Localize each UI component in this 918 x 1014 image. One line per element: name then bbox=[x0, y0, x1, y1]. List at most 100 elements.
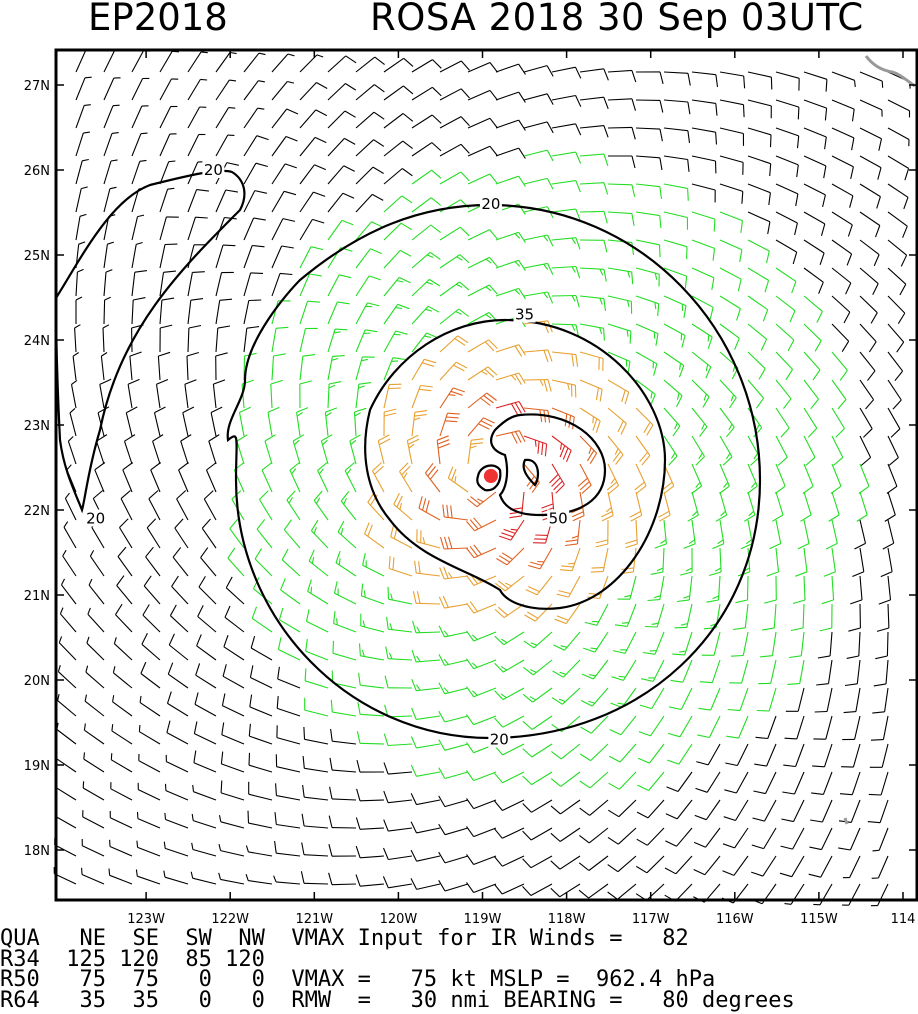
wind-barb bbox=[178, 462, 189, 493]
wind-barb bbox=[64, 492, 77, 521]
wind-barb bbox=[215, 325, 231, 353]
wind-barb bbox=[103, 269, 113, 297]
wind-barb bbox=[305, 638, 329, 661]
wind-barb bbox=[187, 324, 202, 353]
wind-barb bbox=[225, 576, 245, 605]
wind-barb bbox=[355, 817, 385, 830]
wind-barb bbox=[816, 659, 833, 686]
wind-barb bbox=[607, 295, 633, 314]
wind-barb bbox=[725, 743, 749, 767]
wind-barb bbox=[523, 349, 553, 363]
wind-barb bbox=[747, 99, 772, 119]
info-row-quadrants: QUA NE SE SW NW VMAX Input for IR Winds … bbox=[0, 926, 689, 951]
wind-barb bbox=[327, 274, 352, 297]
wind-barb bbox=[577, 463, 592, 494]
wind-barb bbox=[75, 268, 84, 297]
wind-barb bbox=[357, 702, 385, 717]
wind-barb bbox=[215, 134, 235, 157]
wind-barb bbox=[187, 298, 204, 325]
wind-barb bbox=[438, 880, 469, 892]
isotach-50-inner bbox=[522, 458, 540, 487]
x-tick-label: 119W bbox=[464, 912, 502, 927]
wind-barb bbox=[74, 324, 81, 353]
wind-barb bbox=[523, 234, 554, 247]
wind-barb bbox=[858, 463, 870, 494]
wind-barb bbox=[439, 226, 470, 241]
wind-barb bbox=[691, 127, 718, 145]
wind-barb bbox=[271, 218, 296, 241]
wind-barb bbox=[135, 869, 161, 885]
wind-barb bbox=[75, 186, 88, 213]
wind-barb bbox=[608, 799, 637, 818]
wind-barb bbox=[612, 631, 637, 654]
wind-barb bbox=[75, 158, 89, 185]
wind-barb bbox=[830, 463, 842, 494]
wind-barb bbox=[747, 407, 763, 438]
y-tick-label: 26N bbox=[24, 164, 50, 179]
wind-barb bbox=[607, 883, 637, 900]
contour-labels-layer: 20 20 20 20 35 50 bbox=[84, 161, 570, 749]
wind-barb bbox=[383, 168, 413, 185]
wind-barb bbox=[372, 462, 385, 493]
wind-barb bbox=[103, 132, 119, 157]
wind-barb bbox=[411, 278, 441, 297]
wind-barb bbox=[53, 866, 77, 885]
wind-barb bbox=[275, 783, 301, 801]
wind-barb bbox=[159, 50, 179, 73]
wind-barb bbox=[333, 581, 357, 605]
wind-barb bbox=[176, 490, 189, 521]
wind-barb bbox=[775, 211, 798, 236]
wind-barb bbox=[747, 295, 769, 322]
wind-barb bbox=[887, 127, 910, 147]
wind-barb bbox=[706, 575, 721, 603]
wind-barb bbox=[762, 603, 777, 631]
wind-barb bbox=[412, 591, 441, 605]
wind-barb bbox=[667, 743, 693, 765]
wind-barb bbox=[58, 636, 77, 661]
wind-barb bbox=[747, 71, 773, 90]
wind-barb bbox=[712, 519, 725, 550]
wind-barb bbox=[383, 276, 411, 297]
wind-barb bbox=[825, 519, 838, 550]
wind-barb bbox=[523, 379, 552, 392]
wind-barb bbox=[201, 518, 217, 549]
wind-barb bbox=[411, 305, 440, 325]
wind-barb bbox=[299, 300, 320, 325]
wind-barb bbox=[494, 855, 525, 867]
wind-barb bbox=[355, 56, 385, 73]
wind-barb bbox=[677, 575, 693, 603]
wind-barb bbox=[841, 743, 861, 768]
isotach-50 bbox=[490, 413, 607, 517]
wind-barb bbox=[103, 296, 111, 325]
wind-barb bbox=[227, 547, 245, 577]
wind-barb bbox=[579, 68, 609, 81]
wind-barb bbox=[215, 216, 237, 241]
wind-barb bbox=[236, 434, 248, 465]
wind-barb bbox=[691, 183, 716, 203]
wind-barb bbox=[439, 88, 470, 101]
wind-barb bbox=[215, 189, 238, 213]
wind-barb bbox=[75, 76, 92, 101]
wind-barb bbox=[245, 845, 273, 857]
wind-barb bbox=[271, 163, 297, 185]
wind-barb bbox=[663, 323, 686, 348]
wind-barb bbox=[887, 351, 904, 382]
wind-barb bbox=[136, 811, 161, 829]
wind-barb bbox=[663, 127, 691, 143]
wind-barb bbox=[100, 352, 108, 381]
wind-barb bbox=[580, 715, 609, 734]
wind-barb bbox=[747, 463, 758, 494]
wind-barb bbox=[859, 351, 876, 381]
wind-barb bbox=[635, 267, 660, 287]
wind-barb bbox=[327, 192, 355, 213]
wind-barb bbox=[635, 295, 660, 317]
wind-barb bbox=[859, 71, 884, 88]
wind-barb bbox=[438, 767, 469, 780]
wind-barb bbox=[831, 323, 850, 352]
wind-barb bbox=[59, 607, 77, 633]
wind-barb bbox=[84, 694, 105, 717]
wind-barb bbox=[110, 782, 133, 801]
wind-barb bbox=[103, 159, 118, 185]
wind-barb bbox=[691, 211, 716, 232]
wind-barb bbox=[494, 631, 525, 646]
